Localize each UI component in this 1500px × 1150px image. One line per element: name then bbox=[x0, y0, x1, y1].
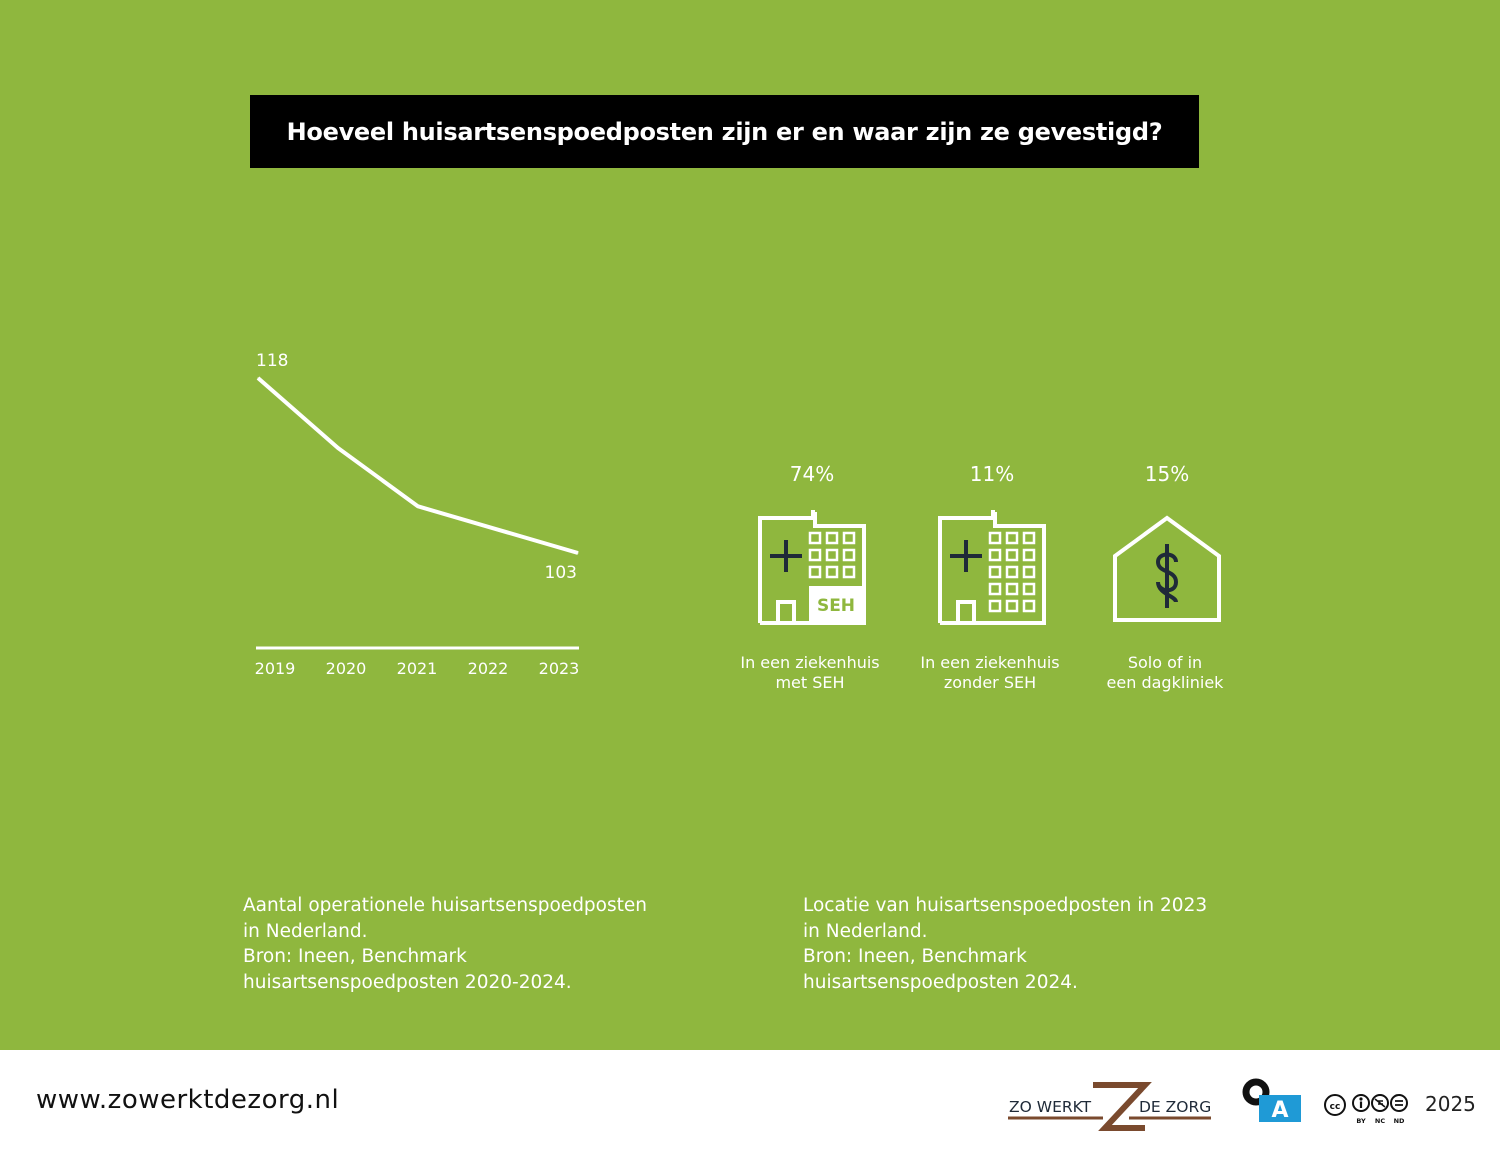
label-ziekenhuis-zonder-seh: In een ziekenhuis zonder SEH bbox=[920, 653, 1060, 692]
line-chart-caption: Aantal operationele huisartsenspoedposte… bbox=[243, 895, 647, 993]
line-series bbox=[256, 376, 579, 555]
point-labels: 118 103 bbox=[256, 351, 577, 583]
label-solo-dagkliniek: Solo of in een dagkliniek bbox=[1106, 653, 1224, 692]
svg-text:NC: NC bbox=[1375, 1117, 1385, 1125]
svg-text:A: A bbox=[1271, 1098, 1288, 1123]
page-title: Hoeveel huisartsenspoedposten zijn er en… bbox=[286, 117, 1163, 146]
svg-text:ND: ND bbox=[1394, 1117, 1405, 1125]
data-point-2023 bbox=[577, 552, 579, 554]
x-tick-label: 2023 bbox=[539, 659, 580, 678]
zo-werkt-de-zorg-logo: ZO WERKT DE ZORG bbox=[1008, 1082, 1211, 1131]
x-tick-label: 2022 bbox=[468, 659, 509, 678]
x-tick-label: 2021 bbox=[397, 659, 438, 678]
footer: www.zowerktdezorg.nl ZO WERKT DE ZORG A … bbox=[0, 1050, 1500, 1150]
line-chart: 2019 2020 2021 2022 2023 118 103 bbox=[255, 351, 580, 678]
percent-ziekenhuis-zonder-seh: 11% bbox=[969, 462, 1015, 486]
point-label: 103 bbox=[545, 563, 577, 583]
copyright-year: 2025 bbox=[1425, 1092, 1476, 1116]
svg-text:ZO WERKT: ZO WERKT bbox=[1009, 1098, 1092, 1116]
label-ziekenhuis-met-seh: In een ziekenhuis met SEH bbox=[740, 653, 880, 692]
seh-badge: SEH bbox=[817, 596, 855, 616]
x-tick-labels: 2019 2020 2021 2022 2023 bbox=[255, 659, 580, 678]
location-caption: Locatie van huisartsenspoedposten in 202… bbox=[803, 895, 1208, 993]
site-url-link[interactable]: www.zowerktdezorg.nl bbox=[36, 1085, 340, 1115]
title-bar: Hoeveel huisartsenspoedposten zijn er en… bbox=[250, 95, 1199, 168]
data-point-2022 bbox=[497, 529, 499, 531]
data-point-2021 bbox=[417, 505, 419, 507]
x-tick-label: 2020 bbox=[326, 659, 367, 678]
creative-commons-icon: cc BY NC ND bbox=[1324, 1094, 1408, 1125]
data-point-2019 bbox=[257, 377, 259, 379]
svg-text:DE ZORG: DE ZORG bbox=[1139, 1098, 1211, 1116]
series-line bbox=[256, 376, 579, 555]
house-caduceus-icon bbox=[1113, 515, 1221, 622]
percent-solo-dagkliniek: 15% bbox=[1144, 462, 1190, 486]
open-access-logo: A bbox=[1242, 1078, 1301, 1123]
percent-ziekenhuis-met-seh: 74% bbox=[789, 462, 835, 486]
svg-text:BY: BY bbox=[1356, 1117, 1366, 1125]
svg-text:cc: cc bbox=[1330, 1102, 1341, 1112]
hospital-with-seh-icon: SEH bbox=[758, 510, 866, 625]
x-tick-label: 2019 bbox=[255, 659, 296, 678]
data-point-2020 bbox=[337, 447, 339, 449]
hospital-icon bbox=[938, 510, 1046, 625]
point-label: 118 bbox=[256, 351, 288, 371]
